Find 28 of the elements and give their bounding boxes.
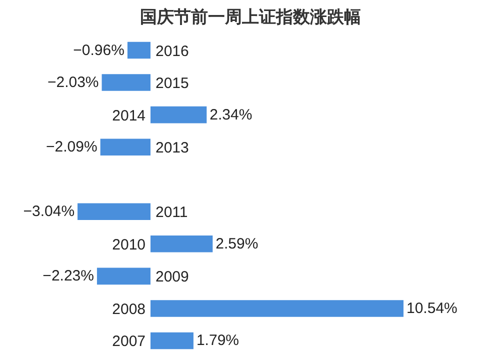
data-label: −3.04% <box>23 203 75 220</box>
bar <box>102 74 150 91</box>
bar <box>96 268 150 285</box>
y-tick-label: 2015 <box>156 75 189 92</box>
data-label: 1.79% <box>196 332 240 350</box>
y-tick-label: 2010 <box>112 236 146 254</box>
data-label: −0.96% <box>73 42 124 59</box>
bar <box>78 203 150 220</box>
chart-title: 国庆节前一周上证指数涨跌幅 <box>140 8 361 28</box>
data-label: −2.03% <box>47 74 99 92</box>
data-label: 2.34% <box>210 106 252 124</box>
bar <box>150 106 207 124</box>
y-tick-label: 2009 <box>156 268 189 286</box>
data-label: 10.54% <box>406 300 458 317</box>
data-label: −2.09% <box>46 138 98 156</box>
bar <box>127 42 150 59</box>
y-tick-label: 2016 <box>156 42 189 60</box>
bar <box>150 332 194 350</box>
y-tick-label: 2008 <box>112 300 146 318</box>
data-label: −2.23% <box>42 268 94 285</box>
y-tick-label: 2013 <box>156 140 189 157</box>
data-label: 2.59% <box>216 235 258 252</box>
y-tick-label: 2011 <box>156 204 188 222</box>
bar <box>150 236 213 252</box>
bar <box>150 300 404 317</box>
y-tick-label: 2014 <box>112 107 146 124</box>
bar <box>100 138 150 156</box>
y-tick-label: 2007 <box>112 333 146 350</box>
